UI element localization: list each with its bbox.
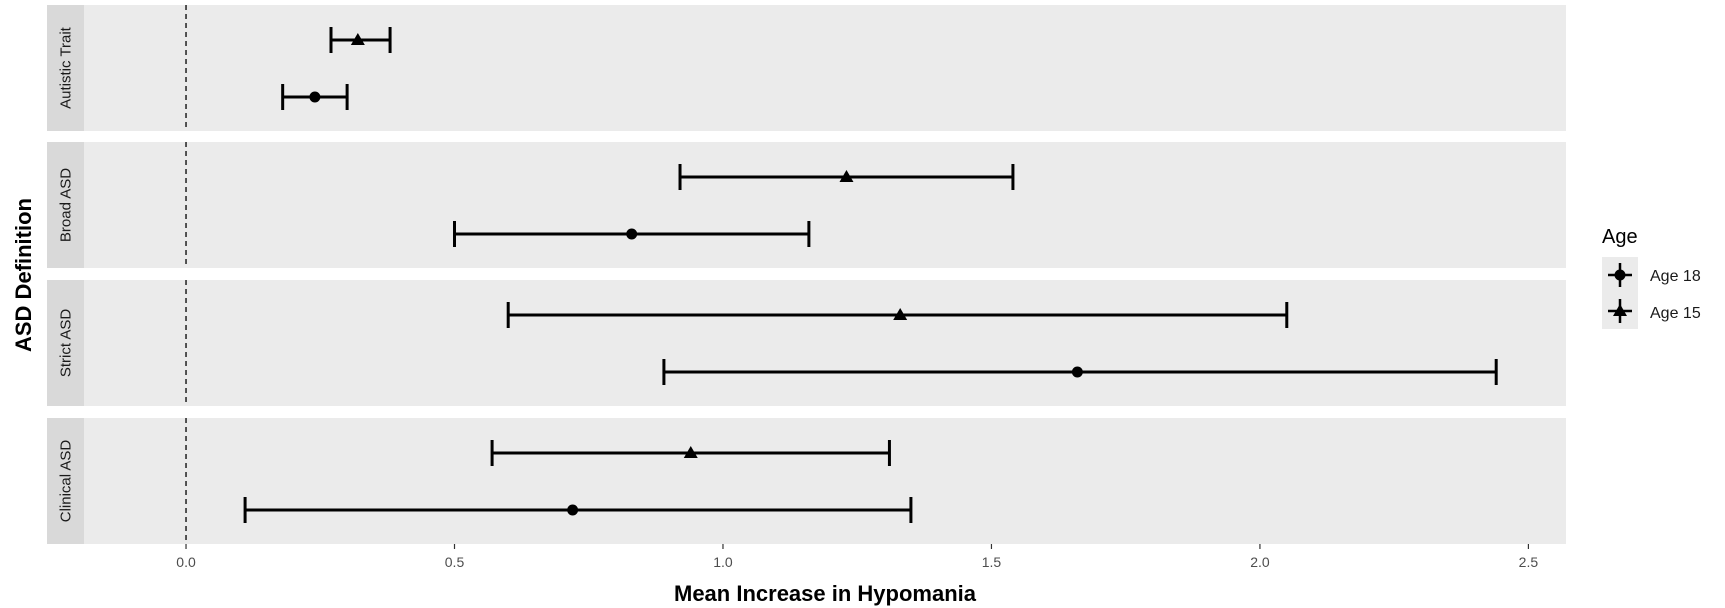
estimate-point-strict-asd-age-18 — [1071, 366, 1083, 378]
strip-clinical-asd — [47, 418, 84, 544]
strip-label-strict-asd: Strict ASD — [58, 309, 75, 378]
legend-title: Age — [1602, 226, 1638, 248]
y-axis-title: ASD Definition — [11, 198, 36, 352]
estimate-triangle-strict-asd-age-15 — [893, 308, 908, 320]
strip-label-autistic-trait: Autistic Trait — [58, 26, 75, 109]
x-axis: 0.0 0.5 1.0 1.5 2.0 2.5 — [176, 544, 1538, 570]
x-axis-title: Mean Increase in Hypomania — [674, 581, 977, 606]
estimate-triangle-autistic-trait-age-15 — [350, 33, 365, 45]
interval-marks — [243, 27, 1498, 523]
strip-autistic-trait — [47, 5, 84, 131]
estimate-point-autistic-trait-age-18 — [309, 91, 321, 103]
strip-label-broad-asd: Broad ASD — [58, 168, 75, 242]
x-tick-label-1: 0.5 — [445, 554, 465, 570]
estimate-point-broad-asd-age-18 — [626, 228, 638, 240]
panel-autistic-trait — [84, 5, 1566, 131]
legend-label-age-15: Age 15 — [1650, 305, 1701, 322]
strip-strict-asd — [47, 280, 84, 406]
x-tick-label-2: 1.0 — [713, 554, 733, 570]
legend-symbols — [1608, 263, 1632, 323]
strip-label-clinical-asd: Clinical ASD — [58, 440, 75, 523]
legend-triangle-age-15 — [1613, 304, 1627, 316]
x-tick-label-0: 0.0 — [176, 554, 196, 570]
panel-clinical-asd — [84, 418, 1566, 544]
legend-circle-age-18 — [1614, 269, 1626, 281]
strip-broad-asd — [47, 142, 84, 268]
estimate-point-clinical-asd-age-18 — [567, 504, 579, 516]
x-tick-label-4: 2.0 — [1250, 554, 1270, 570]
estimate-triangle-broad-asd-age-15 — [839, 170, 854, 182]
panel-broad-asd — [84, 142, 1566, 268]
legend: Age Age 18 Age 15 — [1602, 226, 1701, 329]
x-tick-label-5: 2.5 — [1519, 554, 1539, 570]
panel-strict-asd — [84, 280, 1566, 406]
x-tick-label-3: 1.5 — [982, 554, 1002, 570]
legend-label-age-18: Age 18 — [1650, 268, 1701, 285]
estimate-triangle-clinical-asd-age-15 — [683, 446, 698, 458]
facet-panels: Autistic Trait Broad ASD Strict ASD Clinica… — [47, 5, 1566, 544]
